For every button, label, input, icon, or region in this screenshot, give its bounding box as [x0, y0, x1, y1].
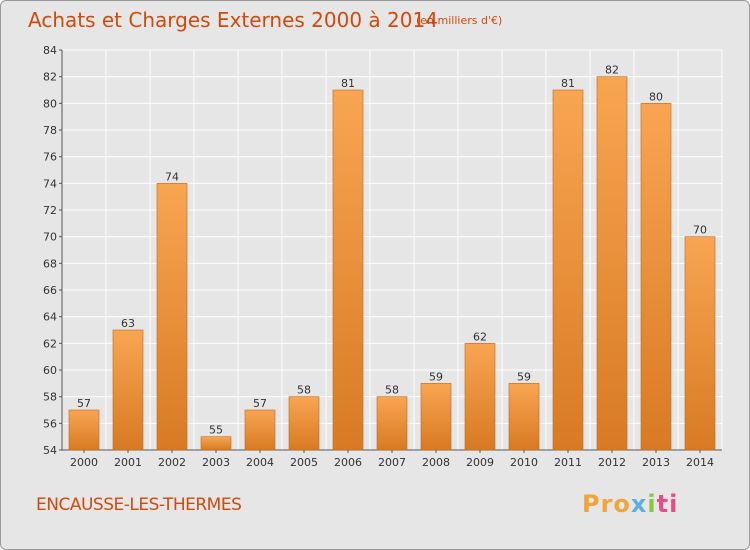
x-tick-label-2009: 2009	[466, 456, 494, 469]
bar-2005	[288, 396, 320, 451]
y-tick-label: 72	[43, 204, 57, 217]
chart-title: Achats et Charges Externes 2000 à 2014	[28, 8, 438, 32]
labels: 57 2000 63 2001 74 2002 55 2003 57 2004 58 2005 81 20…	[70, 64, 714, 469]
x-tick-label-2010: 2010	[510, 456, 538, 469]
x-tick-label-2005: 2005	[290, 456, 318, 469]
x-tick-label-2014: 2014	[686, 456, 714, 469]
value-label-2003: 55	[209, 424, 223, 437]
x-tick-label-2002: 2002	[158, 456, 186, 469]
value-label-2010: 59	[517, 370, 531, 383]
y-tick-label: 70	[43, 231, 57, 244]
y-tick-label: 74	[43, 177, 57, 190]
bar-2001	[112, 329, 144, 451]
y-tick-label: 84	[43, 44, 57, 57]
x-tick-label-2001: 2001	[114, 456, 142, 469]
bar-2012	[596, 76, 628, 451]
bar-2010	[508, 383, 540, 451]
value-label-2002: 74	[165, 170, 179, 183]
x-tick-label-2004: 2004	[246, 456, 274, 469]
x-tick-label-2012: 2012	[598, 456, 626, 469]
bar-2002	[156, 183, 188, 451]
bar-2006	[332, 89, 364, 451]
bar-2014	[684, 236, 716, 451]
y-tick-label: 64	[43, 311, 57, 324]
value-label-2009: 62	[473, 330, 487, 343]
value-label-2013: 80	[649, 90, 663, 103]
value-label-2008: 59	[429, 370, 443, 383]
y-tick-label: 60	[43, 364, 57, 377]
y-tick-label: 62	[43, 337, 57, 350]
bar-2009	[464, 343, 496, 451]
value-label-2005: 58	[297, 384, 311, 397]
y-tick-label: 58	[43, 391, 57, 404]
bars	[68, 76, 716, 451]
value-label-2006: 81	[341, 77, 355, 90]
x-tick-label-2008: 2008	[422, 456, 450, 469]
x-tick-label-2000: 2000	[70, 456, 98, 469]
proxiti-logo[interactable]: Proxiti	[582, 490, 679, 518]
value-label-2011: 81	[561, 77, 575, 90]
x-tick-label-2007: 2007	[378, 456, 406, 469]
y-tick-label: 54	[43, 444, 57, 457]
y-tick-label: 66	[43, 284, 57, 297]
x-tick-label-2003: 2003	[202, 456, 230, 469]
x-tick-label-2006: 2006	[334, 456, 362, 469]
y-tick-label: 76	[43, 151, 57, 164]
town-name: ENCAUSSE-LES-THERMES	[36, 495, 242, 515]
value-label-2004: 57	[253, 397, 267, 410]
chart-unit: (en milliers d'€)	[416, 14, 503, 27]
value-label-2001: 63	[121, 317, 135, 330]
value-label-2012: 82	[605, 64, 619, 77]
value-label-2014: 70	[693, 224, 707, 237]
bar-2013	[640, 103, 672, 451]
bar-2011	[552, 89, 584, 451]
bar-2007	[376, 396, 408, 451]
bar-2004	[244, 409, 276, 451]
y-tick-label: 56	[43, 417, 57, 430]
x-tick-label-2013: 2013	[642, 456, 670, 469]
y-tick-label: 80	[43, 97, 57, 110]
bar-2003	[200, 436, 232, 451]
bar-2000	[68, 409, 100, 451]
y-tick-label: 82	[43, 71, 57, 84]
x-tick-label-2011: 2011	[554, 456, 582, 469]
value-label-2007: 58	[385, 384, 399, 397]
y-tick-label: 78	[43, 124, 57, 137]
y-tick-label: 68	[43, 257, 57, 270]
bar-2008	[420, 383, 452, 451]
value-label-2000: 57	[77, 397, 91, 410]
